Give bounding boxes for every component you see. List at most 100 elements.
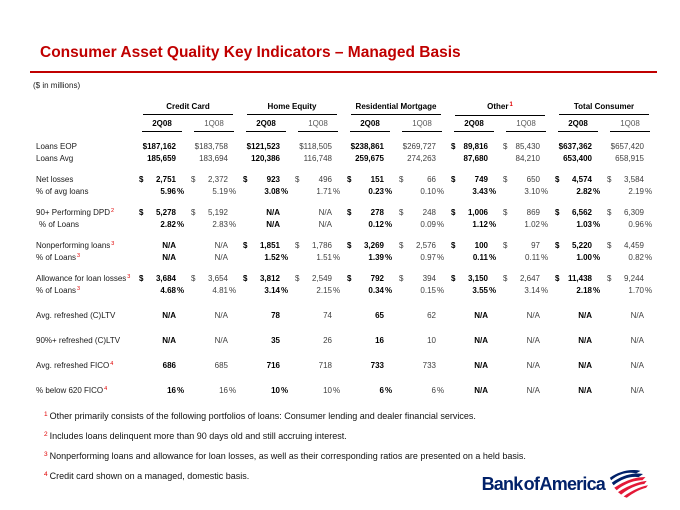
cell-value: 35 [271,336,280,345]
cell-value: 2,576 [415,241,436,250]
column-group-label: Credit Card [143,101,233,115]
column-group-header: Total Consumer [552,101,656,116]
table-cell: $749 [448,174,500,186]
percent-sign: % [593,286,601,295]
cell-value: 3.14 [524,286,540,295]
cell-value: 1.71 [316,187,332,196]
row-label: Allowance for loan losses3 [36,273,131,284]
cell-value: 78 [271,311,280,320]
percent-sign: % [593,253,601,262]
currency-sign: $ [451,208,456,217]
percent-sign: % [437,220,445,229]
cell-value: 6 [431,386,436,395]
table-cell: $637,362 [552,141,604,153]
cell-value: 2,549 [311,274,332,283]
percent-sign: % [281,286,289,295]
table-cell: 35 [240,335,292,347]
table-cell: 1.02% [500,219,552,231]
footnote-marker: 3 [127,273,131,280]
period-header-label: 1Q08 [402,118,442,132]
percent-sign: % [437,286,445,295]
cell-value: 85,430 [515,142,540,151]
currency-sign: $ [399,241,404,250]
period-header: 1Q08 [500,118,552,132]
footnote-marker: 2 [111,207,115,214]
table-cell: 716 [240,360,292,372]
column-group-header: Home Equity [240,101,344,116]
footnote-marker: 3 [77,285,81,292]
table-cell: 74 [292,310,344,322]
period-header: 2Q08 [448,118,500,132]
table-cell: 84,210 [500,153,552,165]
cell-value: N/A [630,336,644,345]
table-cell: N/A [188,240,240,252]
table-row: 90+ Performing DPD2 $5,278 $5,192 N/A N/A $27… [36,207,658,219]
table-cell: N/A [136,240,188,252]
table-cell: 0.10% [396,186,448,198]
table-cell: N/A [448,335,500,347]
percent-sign: % [645,286,653,295]
table-cell: N/A [292,219,344,231]
cell-value: 16 [375,336,384,345]
cell-value: 62 [427,311,436,320]
table-row: % below 620 FICO4 16% 16% 10% 10% 6% 6% N/A N/A N… [36,385,658,397]
cell-value: 0.15 [420,286,436,295]
cell-value: 749 [474,175,488,184]
table-cell: 274,263 [396,153,448,165]
cell-value: $121,523 [246,142,280,151]
cell-value: 0.12 [368,220,384,229]
table-cell: $121,523 [240,141,292,153]
table-cell: $1,786 [292,240,344,252]
cell-value: $238,861 [350,142,384,151]
footnote-marker: 3 [77,252,81,259]
currency-sign: $ [243,241,248,250]
bofa-logo-text: Bank of America [481,473,606,494]
table-cell: 26 [292,335,344,347]
table-cell: 1.12% [448,219,500,231]
cell-value: 1.12 [472,220,488,229]
table-cell: $3,269 [344,240,396,252]
title-rule [30,71,657,73]
footnote-number: 4 [44,470,48,478]
period-header: 1Q08 [292,118,344,132]
currency-sign: $ [191,175,196,184]
table-cell: 4.68% [136,285,188,297]
table-cell: 1.71% [292,186,344,198]
cell-value: N/A [474,361,488,370]
table-cell: $278 [344,207,396,219]
cell-value: N/A [526,336,540,345]
cell-value: 4,574 [571,175,592,184]
table-cell: 718 [292,360,344,372]
cell-value: N/A [214,311,228,320]
cell-value: N/A [214,253,228,262]
table-cell: $6,562 [552,207,604,219]
cell-value: 2,751 [155,175,176,184]
table-cell: N/A [240,207,292,219]
cell-value: 4.68 [160,286,176,295]
table-cell: 65 [344,310,396,322]
table-cell: 2.15% [292,285,344,297]
cell-value: 3,812 [259,274,280,283]
table-cell: 1.00% [552,252,604,264]
percent-sign: % [385,187,393,196]
currency-sign: $ [451,142,456,151]
table-cell: $248 [396,207,448,219]
currency-sign: $ [607,175,612,184]
table-row: Avg. refreshed (C)LTV N/A N/A 78 74 65 62 N/A N/… [36,310,658,322]
table-cell: 5.19% [188,186,240,198]
cell-value: $269,727 [402,142,436,151]
cell-value: 66 [427,175,436,184]
cell-value: 9,244 [623,274,644,283]
table-cell: N/A [448,385,500,397]
percent-sign: % [437,187,445,196]
cell-value: 1.51 [316,253,332,262]
table-cell: $5,192 [188,207,240,219]
cell-value: 1.00 [576,253,592,262]
footnotes: 1 Other primarily consists of the followi… [44,411,526,491]
table-cell: 0.82% [604,252,656,264]
cell-value: 11,438 [567,274,592,283]
table-cell: N/A [136,252,188,264]
currency-sign: $ [607,274,612,283]
cell-value: 3,684 [155,274,176,283]
